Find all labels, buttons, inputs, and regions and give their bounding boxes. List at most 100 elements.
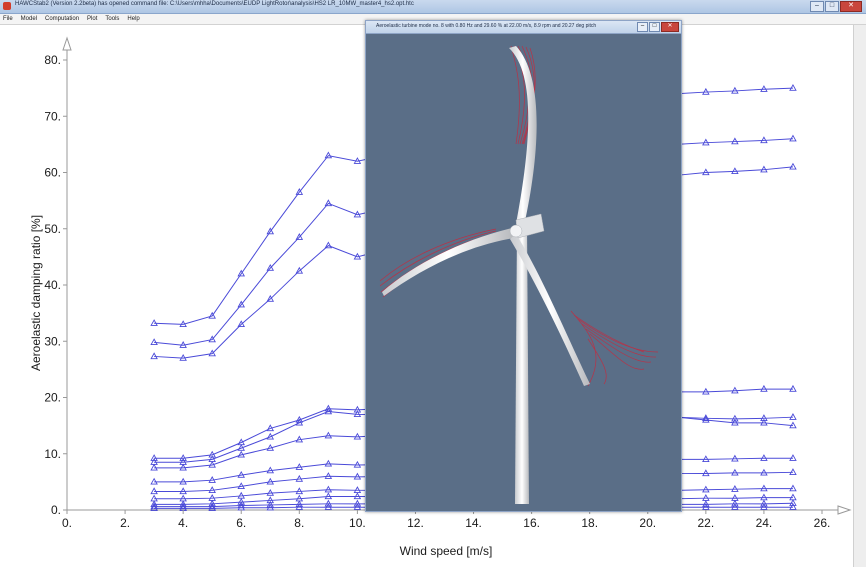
series-line	[154, 457, 793, 483]
minimize-button[interactable]: –	[810, 1, 824, 12]
title-bar: HAWCStab2 (Version 2.2beta) has opened c…	[0, 0, 866, 14]
menu-tools[interactable]: Tools	[105, 16, 120, 22]
popup-close-button[interactable]: ✕	[661, 22, 679, 32]
data-point	[208, 486, 216, 493]
vertical-scrollbar[interactable]	[853, 25, 866, 567]
data-point	[702, 415, 710, 423]
data-point	[353, 492, 362, 500]
turbine-3d-view[interactable]	[366, 34, 681, 511]
data-point	[266, 488, 275, 496]
y-tick-label: 40.	[44, 278, 61, 292]
data-point	[760, 418, 768, 426]
data-point	[789, 499, 797, 506]
series-line	[154, 87, 793, 325]
data-point	[295, 463, 304, 470]
series-line	[154, 488, 793, 500]
data-point	[266, 503, 275, 511]
data-point	[731, 418, 739, 426]
y-tick-label: 70.	[44, 109, 61, 123]
x-tick-label: 6.	[236, 516, 246, 530]
series-7	[150, 454, 797, 485]
data-point	[353, 432, 362, 440]
data-point	[237, 320, 245, 328]
data-point	[237, 300, 245, 308]
data-point	[324, 472, 333, 479]
data-point	[789, 454, 797, 461]
data-point	[731, 503, 739, 510]
data-point	[295, 266, 304, 274]
menu-help[interactable]: Help	[127, 16, 140, 22]
data-point	[324, 431, 333, 439]
popup-maximize-button[interactable]: □	[649, 22, 660, 32]
menu-file[interactable]: File	[3, 16, 13, 22]
data-point	[324, 503, 333, 510]
data-point	[789, 134, 797, 142]
data-point	[353, 460, 362, 468]
x-tick-label: 0.	[62, 516, 72, 530]
data-point	[760, 499, 768, 507]
damping-plot[interactable]: 0. 2. 4. 6. 8. 10. 12. 14. 16. 18. 20. 22. 24. 26. 0. 1…	[0, 25, 866, 567]
data-point	[295, 474, 304, 482]
data-point	[702, 387, 710, 395]
data-point	[702, 168, 710, 176]
menu-computation[interactable]: Computation	[45, 16, 80, 22]
data-point	[295, 500, 304, 508]
data-point	[324, 407, 333, 415]
data-point	[179, 477, 187, 485]
data-point	[760, 454, 768, 461]
data-point	[324, 404, 333, 412]
data-point	[179, 353, 187, 361]
data-point	[731, 167, 739, 175]
y-tick-label: 0.	[51, 503, 61, 517]
data-point	[324, 199, 333, 207]
data-point	[324, 492, 333, 500]
data-point	[731, 454, 739, 462]
popup-minimize-button[interactable]: –	[637, 22, 648, 32]
mode-shape-window[interactable]: Aeroelastic turbine mode no. 8 with 0.80…	[365, 20, 682, 512]
data-point	[208, 335, 216, 343]
close-button[interactable]: ✕	[840, 1, 862, 12]
mode-shape-title-bar: Aeroelastic turbine mode no. 8 with 0.80…	[366, 21, 681, 34]
data-point	[731, 137, 739, 145]
series-line	[154, 506, 793, 509]
blade-left	[382, 228, 514, 296]
maximize-button[interactable]: □	[825, 1, 839, 12]
blade-tip-trace-right	[570, 310, 659, 387]
data-point	[760, 493, 768, 501]
data-point	[353, 503, 362, 510]
data-point	[266, 294, 275, 302]
data-point	[702, 503, 710, 510]
x-tick-label: 10.	[349, 516, 366, 530]
data-point	[702, 494, 710, 501]
data-point	[760, 484, 768, 492]
data-point	[760, 384, 768, 392]
data-point	[702, 138, 710, 146]
data-point	[150, 319, 158, 326]
data-point	[266, 466, 275, 474]
x-tick-label: 2.	[120, 516, 130, 530]
tower	[515, 224, 529, 504]
data-point	[702, 87, 710, 95]
data-point	[731, 499, 739, 507]
series-3	[150, 162, 797, 361]
data-point	[789, 503, 797, 510]
data-point	[760, 165, 768, 173]
menu-plot[interactable]: Plot	[87, 16, 98, 22]
series-1	[150, 83, 797, 328]
x-tick-label: 18.	[581, 516, 598, 530]
menu-model[interactable]: Model	[20, 16, 38, 22]
data-point	[789, 484, 797, 492]
data-point	[179, 487, 187, 495]
data-point	[789, 413, 797, 420]
x-tick-label: 12.	[407, 516, 424, 530]
data-point	[150, 454, 158, 461]
data-point	[789, 468, 797, 475]
data-point	[237, 482, 245, 490]
data-point	[353, 410, 362, 418]
data-point	[760, 85, 768, 92]
series-2	[150, 134, 797, 348]
data-point	[353, 157, 362, 164]
data-point	[324, 459, 333, 467]
data-point	[208, 311, 216, 319]
